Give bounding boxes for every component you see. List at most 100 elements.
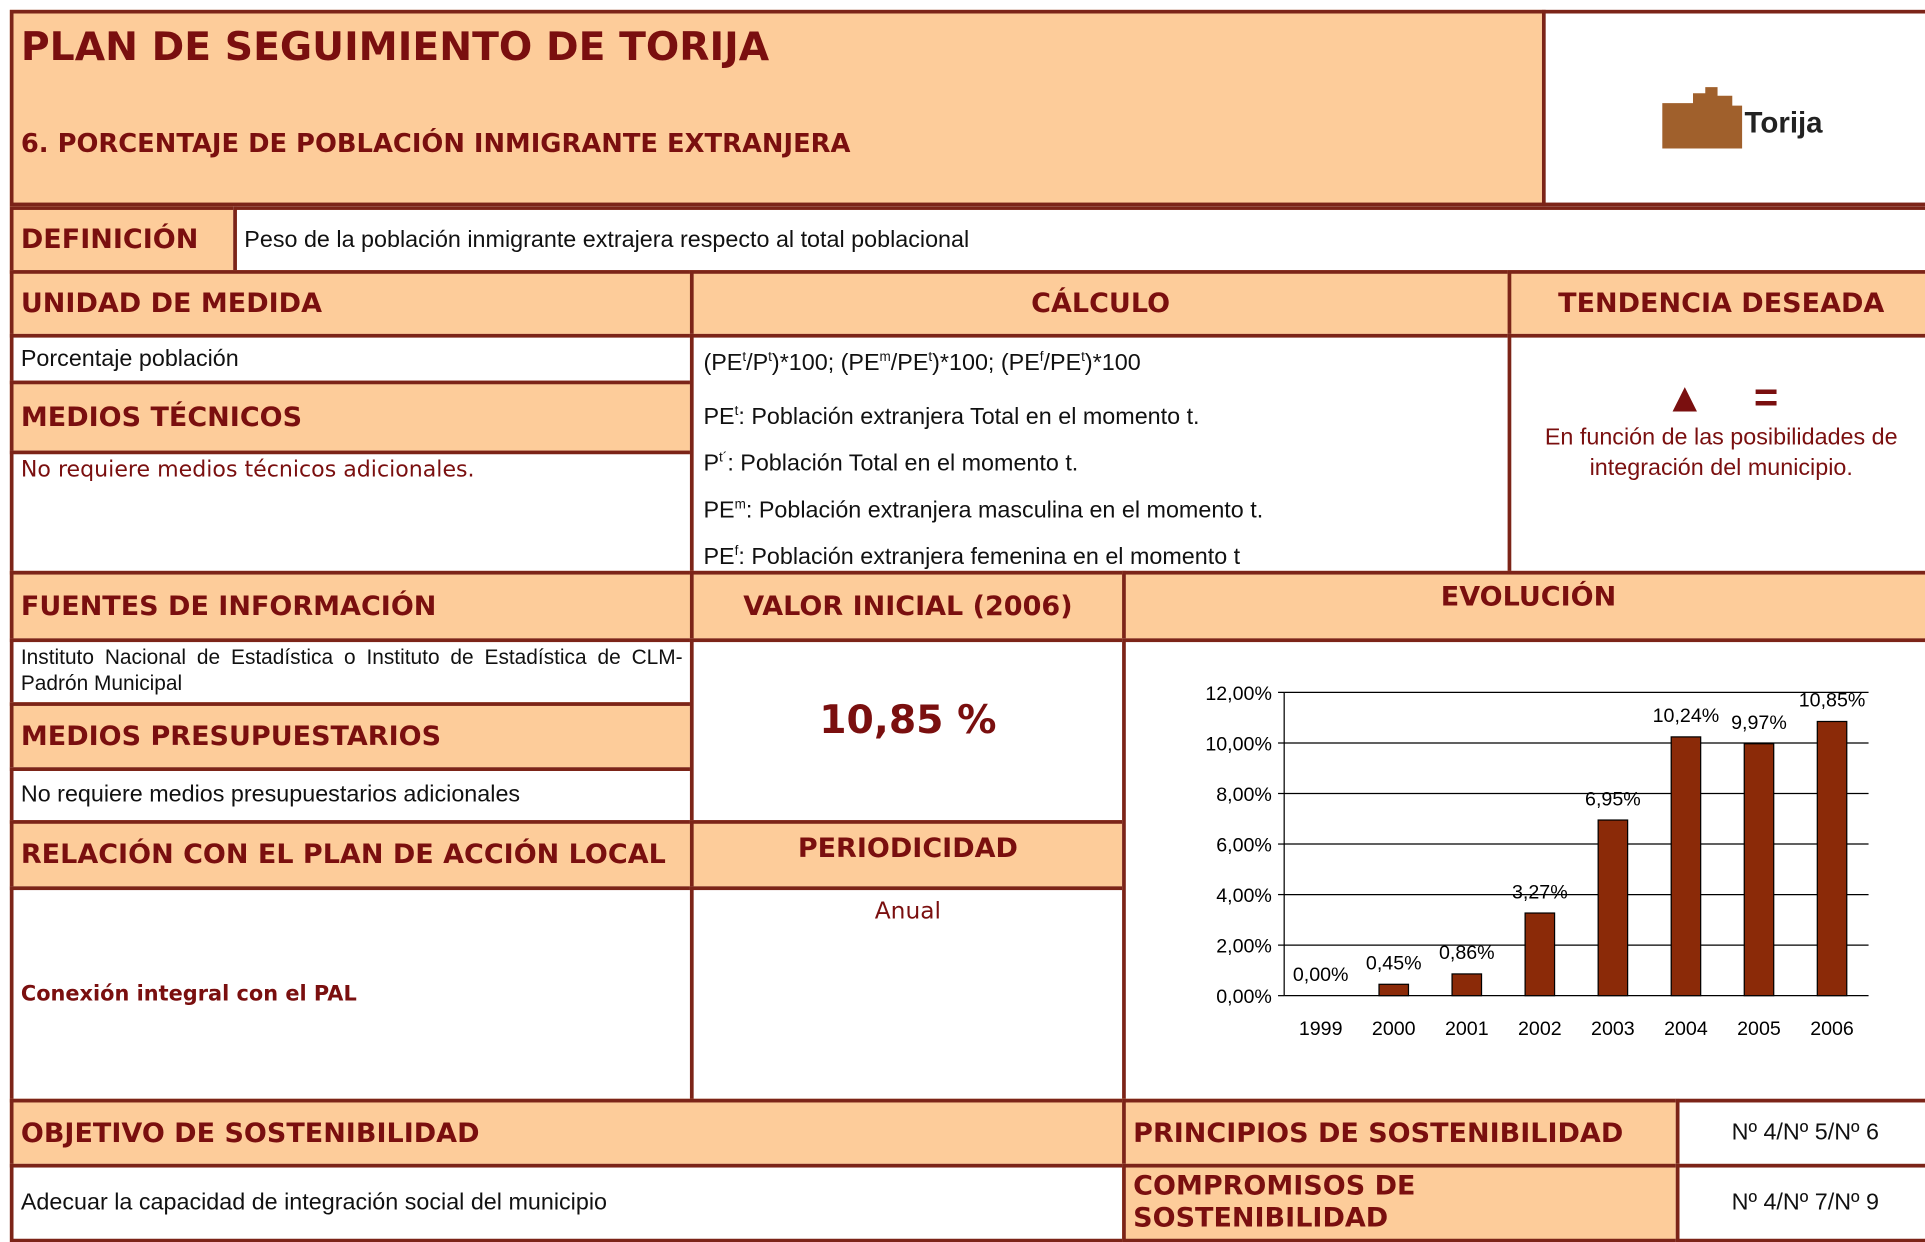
- formula-line: PEf: Población extranjera femenina en el…: [703, 527, 1497, 571]
- formula-text: (PE: [703, 350, 743, 377]
- formula-text: : Población extranjera masculina en el m…: [745, 497, 1264, 524]
- text: Nº 4/Nº 5/Nº 6: [1675, 1098, 1925, 1168]
- superscript: t: [928, 349, 933, 365]
- formula-text: : Población extranjera Total en el momen…: [738, 404, 1200, 431]
- x-tick-label: 2005: [1737, 1018, 1781, 1040]
- x-tick-label: 1999: [1299, 1018, 1343, 1040]
- x-tick-label: 2003: [1591, 1018, 1635, 1040]
- label: PRINCIPIOS DE SOSTENIBILIDAD: [1122, 1098, 1680, 1168]
- equal: =: [1753, 374, 1779, 422]
- trend-symbols: ▲ =: [1519, 374, 1924, 422]
- text: Peso de la población inmigrante extrajer…: [233, 206, 1925, 274]
- formula-text: /P: [746, 350, 769, 377]
- label: CÁLCULO: [689, 270, 1512, 338]
- label: UNIDAD DE MEDIDA: [9, 270, 694, 338]
- formula-line: PEt: Población extranjera Total en el mo…: [703, 387, 1497, 434]
- x-tick-label: 2000: [1372, 1018, 1416, 1040]
- formula-text: PE: [703, 497, 735, 524]
- bar: [1597, 819, 1629, 997]
- value-label: 6,95%: [1585, 788, 1641, 810]
- formula-text: )*100: [1084, 350, 1141, 377]
- text: Porcentaje población: [9, 333, 694, 385]
- up-arrow: ▲: [1664, 374, 1706, 422]
- superscript: m: [734, 497, 746, 512]
- formula-text: PE: [703, 404, 735, 431]
- value-label: 0,00%: [1293, 964, 1349, 986]
- text: No requiere medios técnicos adicionales.: [9, 450, 694, 575]
- superscript: t: [734, 403, 739, 419]
- label: EVOLUCIÓN: [1122, 570, 1925, 643]
- formula-line: Pt´: Población Total en el momento t.: [703, 433, 1497, 480]
- subtitle: 6. PORCENTAJE DE POBLACIÓN INMIGRANTE EX…: [20, 128, 851, 159]
- y-tick-label: 6,00%: [1216, 834, 1272, 856]
- bar: [1743, 743, 1775, 997]
- superscript: t: [1081, 349, 1085, 365]
- value-label: 9,97%: [1731, 712, 1787, 734]
- label: MEDIOS TÉCNICOS: [9, 380, 694, 455]
- y-tick-label: 12,00%: [1205, 683, 1272, 705]
- formula-text: : Población Total en el momento t.: [727, 450, 1079, 477]
- value-label: 10,85%: [1799, 690, 1866, 712]
- formula-line: (PEt/Pt)*100; (PEm/PEt)*100; (PEf/PEt)*1…: [703, 340, 1497, 387]
- superscript: t´: [719, 450, 728, 466]
- bar: [1670, 736, 1702, 997]
- label: MEDIOS PRESUPUESTARIOS: [9, 702, 694, 771]
- superscript: t: [742, 349, 747, 365]
- value-label: 0,86%: [1439, 942, 1495, 964]
- chart: 0,00% 2,00% 4,00% 6,00% 8,00% 10,00% 12,00% 199…: [1205, 683, 1869, 1040]
- bar: [1524, 912, 1556, 997]
- text: Adecuar la capacidad de integración soci…: [9, 1163, 1126, 1242]
- bar: [1378, 983, 1410, 997]
- chart-box: 0,00% 2,00% 4,00% 6,00% 8,00% 10,00% 12,00% 199…: [1122, 638, 1925, 1103]
- formula-text: )*100; (PE: [932, 350, 1040, 377]
- text: Nº 4/Nº 7/Nº 9: [1675, 1163, 1925, 1242]
- title: PLAN DE SEGUIMIENTO DE TORIJA: [20, 23, 770, 70]
- x-tick-label: 2004: [1664, 1018, 1708, 1040]
- text: Anual: [689, 886, 1126, 1103]
- label: RELACIÓN CON EL PLAN DE ACCIÓN LOCAL: [9, 820, 694, 891]
- superscript: f: [734, 543, 739, 559]
- formula-line: PEm: Población extranjera masculina en e…: [703, 480, 1497, 527]
- formula-text: )*100; (PE: [771, 350, 880, 377]
- logo: Torija: [1662, 87, 1824, 149]
- y-tick-label: 10,00%: [1205, 733, 1272, 755]
- superscript: m: [879, 349, 891, 365]
- trend-text: En función de las posibilidades de integ…: [1544, 424, 1898, 482]
- x-tick-label: 2006: [1810, 1018, 1854, 1040]
- label: PERIODICIDAD: [689, 820, 1126, 891]
- formula-text: PE: [703, 544, 735, 571]
- text: Instituto Nacional de Estadística o Inst…: [9, 638, 694, 706]
- label: TENDENCIA DESEADA: [1507, 270, 1925, 338]
- label: OBJETIVO DE SOSTENIBILIDAD: [9, 1098, 1126, 1168]
- text: Conexión integral con el PAL: [9, 886, 694, 1103]
- value-label: 3,27%: [1512, 881, 1568, 903]
- formula-text: P: [703, 450, 720, 477]
- x-tick-label: 2001: [1445, 1018, 1489, 1040]
- formula-text: : Población extranjera femenina en el mo…: [738, 544, 1241, 571]
- superscript: t: [768, 349, 772, 365]
- x-tick-label: 2002: [1518, 1018, 1562, 1040]
- text: No requiere medios presupuestarios adici…: [9, 767, 694, 824]
- superscript: f: [1039, 349, 1044, 365]
- trend-box: ▲ = En función de las posibilidades de i…: [1507, 333, 1925, 575]
- formula-text: /PE: [890, 350, 929, 377]
- label: COMPROMISOS DE SOSTENIBILIDAD: [1122, 1163, 1680, 1242]
- formula-box: (PEt/Pt)*100; (PEm/PEt)*100; (PEf/PEt)*1…: [689, 333, 1512, 575]
- initial-value: 10,85 %: [689, 638, 1126, 824]
- value-label: 0,45%: [1366, 953, 1422, 975]
- label: FUENTES DE INFORMACIÓN: [9, 570, 694, 643]
- bar: [1816, 720, 1848, 997]
- y-tick-label: 8,00%: [1216, 784, 1272, 806]
- formula-text: /PE: [1043, 350, 1082, 377]
- y-tick-label: 4,00%: [1216, 885, 1272, 907]
- logo-text: Torija: [1745, 107, 1824, 140]
- header: PLAN DE SEGUIMIENTO DE TORIJA 6. PORCENT…: [9, 9, 1546, 207]
- label: DEFINICIÓN: [9, 206, 237, 274]
- value-label: 10,24%: [1653, 705, 1720, 727]
- bar: [1451, 973, 1483, 997]
- y-tick-label: 0,00%: [1216, 986, 1272, 1008]
- logo-box: Torija: [1541, 9, 1925, 207]
- label: VALOR INICIAL (2006): [689, 570, 1126, 643]
- y-tick-label: 2,00%: [1216, 935, 1272, 957]
